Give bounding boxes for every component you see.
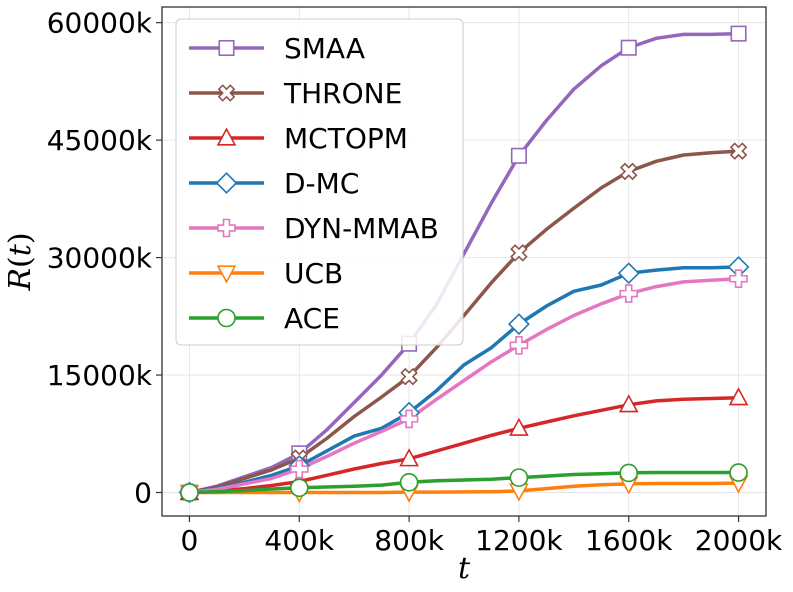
- data-point-mctopm: [509, 417, 529, 436]
- x-tick-label: 400k: [264, 524, 334, 557]
- data-point-mctopm: [618, 394, 639, 413]
- legend-label-smaa: SMAA: [284, 32, 365, 65]
- data-point-throne: [729, 142, 748, 160]
- data-point-ace: [509, 468, 529, 487]
- legend-marker-mctopm: [216, 127, 237, 146]
- legend-box: [175, 18, 464, 346]
- legend-label-mctopm: MCTOPM: [284, 122, 408, 155]
- data-point-dyn-mmab: [289, 459, 309, 479]
- data-point-mctopm: [728, 387, 749, 406]
- data-point-throne: [619, 162, 638, 181]
- y-axis-label-part: R: [3, 268, 38, 292]
- legend-marker-dyn-mmab: [217, 218, 236, 238]
- data-point-ace: [729, 463, 748, 482]
- legend-label-ace: ACE: [284, 302, 340, 335]
- y-tick-label: 45000k: [47, 124, 153, 157]
- x-axis-label: t: [458, 551, 471, 586]
- series-lines: [187, 31, 741, 495]
- data-point-d-mc: [617, 262, 640, 285]
- legend-marker-ucb: [216, 265, 237, 284]
- legend-marker-throne: [217, 84, 236, 102]
- legend-marker-ace: [217, 308, 236, 328]
- x-tick-label: 1600k: [585, 524, 673, 557]
- y-axis-label: R(t): [3, 232, 38, 291]
- y-tick-label: 30000k: [47, 242, 153, 275]
- legend-marker-smaa: [218, 39, 235, 57]
- x-tick-label: 800k: [374, 524, 444, 557]
- legend-label-dyn-mmab: DYN-MMAB: [284, 212, 439, 245]
- data-point-ace: [180, 483, 199, 502]
- data-point-throne: [400, 367, 418, 386]
- data-point-smaa: [730, 25, 747, 42]
- axis-ticks: 0 400k 800k 1200k 1600k 2000k 0 15000k 30000k 450…: [47, 7, 783, 557]
- y-tick-label: 60000k: [47, 7, 153, 40]
- data-point-dyn-mmab: [729, 269, 748, 289]
- y-axis-label-part: t: [3, 243, 38, 256]
- data-point-dyn-mmab: [509, 335, 529, 355]
- legend-label-d-mc: D-MC: [284, 167, 359, 200]
- y-axis-label-part: (: [3, 256, 38, 268]
- data-point-dyn-mmab: [619, 284, 639, 303]
- y-tick-label: 0: [134, 477, 152, 510]
- x-tick-label: 1200k: [475, 524, 563, 557]
- data-point-d-mc: [508, 313, 530, 336]
- y-axis-label-part: ): [3, 232, 38, 244]
- data-point-ace: [289, 478, 309, 498]
- y-tick-label: 15000k: [47, 359, 153, 392]
- legend-label-ucb: UCB: [284, 257, 343, 290]
- series-line-throne: [187, 149, 741, 495]
- plot-area-frame: [161, 6, 767, 517]
- series-line-dyn-mmab: [187, 276, 741, 495]
- legend-label-throne: THRONE: [283, 77, 402, 110]
- legend-marker-d-mc: [215, 172, 238, 194]
- series-line-mctopm: [187, 396, 741, 495]
- data-point-dyn-mmab: [399, 409, 419, 429]
- series-line-smaa: [187, 31, 741, 495]
- x-tick-label: 0: [181, 524, 199, 557]
- series-line-ace: [187, 470, 741, 495]
- data-point-ace: [619, 463, 639, 483]
- x-tick-label: 2000k: [695, 524, 783, 557]
- data-point-throne: [510, 244, 528, 262]
- data-point-mctopm: [399, 448, 419, 467]
- data-point-ace: [399, 473, 419, 492]
- series-line-d-mc: [187, 265, 741, 495]
- data-point-smaa: [620, 39, 637, 56]
- legend: SMAA THRONE MCTOPM D-MC DYN-MMAB UCB ACE: [175, 18, 464, 346]
- series-line-ucb: [187, 481, 741, 495]
- data-point-smaa: [510, 147, 527, 164]
